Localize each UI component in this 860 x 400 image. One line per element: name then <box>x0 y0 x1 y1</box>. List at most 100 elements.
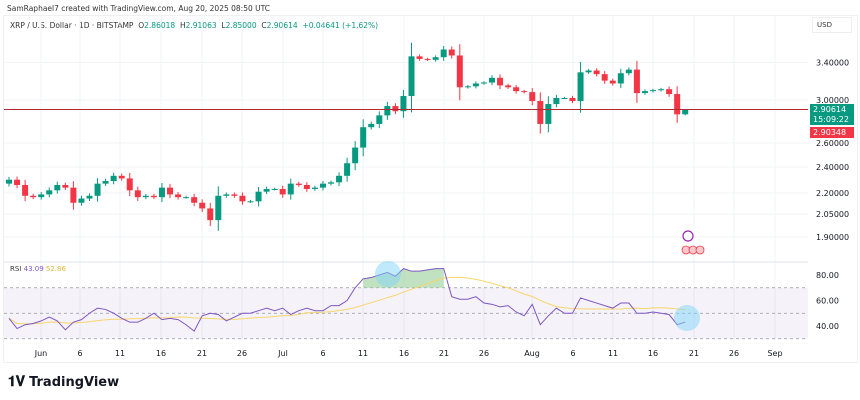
rsi-tick-label: 80.00 <box>816 271 839 280</box>
bar-countdown: 15:09:22 <box>813 115 849 124</box>
change-value: +0.04641 (+1.62%) <box>302 21 379 30</box>
tv-logo-icon: 𝟏𝐕 <box>8 374 26 390</box>
low-value: 2.85000 <box>225 21 257 30</box>
x-tick-label: 21 <box>439 349 449 358</box>
candle <box>207 208 214 221</box>
candle <box>392 106 399 112</box>
y-tick-label: 2.40000 <box>816 163 849 172</box>
candle <box>674 94 681 115</box>
currency-label[interactable]: USD <box>812 17 852 33</box>
chart-frame <box>3 15 858 363</box>
open-value: 2.86018 <box>144 21 176 30</box>
candle <box>255 191 262 202</box>
candle <box>537 101 544 124</box>
candle <box>593 70 600 75</box>
candle <box>432 57 439 60</box>
symbol-title[interactable]: XRP / U.S. Dollar · 1D · BITSTAMP <box>10 21 134 30</box>
x-tick-label: 16 <box>399 349 409 358</box>
last-price: 2.90614 <box>813 105 847 114</box>
x-tick-label: Sep <box>767 349 782 358</box>
highlight-circle <box>674 305 700 331</box>
candle <box>94 183 101 196</box>
candle <box>682 109 689 115</box>
x-tick-label: 11 <box>358 349 368 358</box>
x-tick-label: 26 <box>729 349 739 358</box>
x-tick-label: 26 <box>237 349 247 358</box>
candle <box>666 89 673 95</box>
x-tick-label: 6 <box>320 349 325 358</box>
highlight-circle <box>375 261 401 287</box>
y-tick-label: 3.00000 <box>816 96 849 105</box>
rsi-ma-value: 52.86 <box>45 265 66 273</box>
symbol-legend: XRP / U.S. Dollar · 1D · BITSTAMP O2.860… <box>10 21 378 30</box>
candle <box>167 187 173 195</box>
candle <box>658 89 665 91</box>
high-label: H <box>179 21 186 30</box>
candle <box>215 195 222 221</box>
candle <box>376 115 383 124</box>
x-tick-label: 21 <box>689 349 699 358</box>
candle <box>521 91 528 93</box>
candle <box>577 72 584 102</box>
candle <box>247 201 254 203</box>
high-value: 2.91063 <box>185 21 217 30</box>
candle <box>295 183 302 185</box>
x-tick-label: Aug <box>524 349 540 358</box>
rsi-value: 43.09 <box>23 265 44 273</box>
candle <box>126 178 133 191</box>
candle <box>625 69 632 74</box>
economic-event-icon <box>695 245 705 255</box>
candle <box>311 187 318 189</box>
candle <box>102 181 109 184</box>
candle <box>46 190 53 195</box>
y-tick-label: 3.40000 <box>816 58 849 67</box>
prev-close-label: 2.90348 <box>810 127 854 138</box>
tradingview-logo[interactable]: 𝟏𝐕 TradingView <box>8 374 119 390</box>
candle <box>263 188 270 192</box>
x-tick-label: Jun <box>34 349 48 358</box>
y-tick-label: 2.05000 <box>816 210 849 219</box>
candle <box>38 194 45 198</box>
candle <box>472 83 479 87</box>
candle <box>553 98 560 105</box>
candle <box>384 106 391 116</box>
candle <box>561 98 568 100</box>
last-price-label: 2.90614 15:09:22 <box>810 104 854 125</box>
candle <box>368 123 375 128</box>
candle <box>319 183 326 188</box>
candle <box>6 179 12 184</box>
x-tick-label: Jul <box>277 349 288 358</box>
candle <box>400 96 407 112</box>
close-label: C <box>261 21 267 30</box>
rsi-tick-label: 60.00 <box>816 297 839 306</box>
close-value: 2.90614 <box>266 21 298 30</box>
candle <box>336 175 343 183</box>
candle <box>408 56 415 97</box>
rsi-legend[interactable]: RSI 43.09 52.86 <box>10 265 66 273</box>
candle <box>585 70 592 73</box>
candle <box>505 85 512 88</box>
credit-text: SamRaphael7 created with TradingView.com… <box>7 4 270 13</box>
candle <box>175 194 182 198</box>
candle <box>271 188 278 190</box>
candle <box>424 58 431 60</box>
y-tick-label: 2.20000 <box>816 189 849 198</box>
y-tick-label: 2.60000 <box>816 139 849 148</box>
candle <box>456 55 463 88</box>
candle <box>352 147 359 164</box>
candle <box>183 197 190 199</box>
rsi-tick-label: 40.00 <box>816 322 839 331</box>
candle <box>513 87 520 92</box>
candle <box>62 184 69 188</box>
candle <box>529 92 536 102</box>
x-tick-label: 16 <box>648 349 658 358</box>
candle <box>287 183 294 195</box>
rsi-line <box>8 268 686 332</box>
candle <box>30 195 37 198</box>
x-tick-label: 16 <box>156 349 166 358</box>
candle <box>650 90 656 92</box>
candle <box>609 80 616 84</box>
candle <box>633 69 640 94</box>
candle <box>641 91 648 94</box>
